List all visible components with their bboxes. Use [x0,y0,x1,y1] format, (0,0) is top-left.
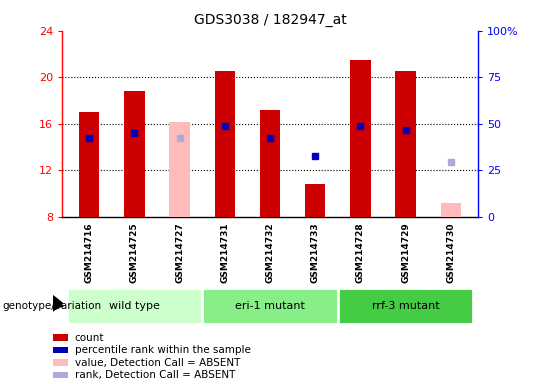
Bar [53,372,68,378]
Text: GSM214728: GSM214728 [356,222,365,283]
Text: value, Detection Call = ABSENT: value, Detection Call = ABSENT [75,358,240,368]
Text: GSM214725: GSM214725 [130,222,139,283]
Bar [338,288,474,324]
Text: wild type: wild type [109,301,160,311]
Text: GDS3038 / 182947_at: GDS3038 / 182947_at [194,13,346,27]
Text: GSM214729: GSM214729 [401,222,410,283]
Bar [53,334,68,341]
Bar [350,60,370,217]
Text: count: count [75,333,104,343]
Bar [79,112,99,217]
Bar [53,359,68,366]
Bar [53,347,68,353]
Text: genotype/variation: genotype/variation [3,301,102,311]
Bar [124,91,145,217]
Text: percentile rank within the sample: percentile rank within the sample [75,345,251,355]
Text: GSM214733: GSM214733 [310,222,320,283]
Bar [260,110,280,217]
Text: rrf-3 mutant: rrf-3 mutant [372,301,440,311]
Text: GSM214732: GSM214732 [266,222,274,283]
Text: rank, Detection Call = ABSENT: rank, Detection Call = ABSENT [75,370,235,380]
Bar [305,184,326,217]
Text: GSM214731: GSM214731 [220,222,230,283]
Text: eri-1 mutant: eri-1 mutant [235,301,305,311]
Polygon shape [53,296,63,311]
Bar [202,288,338,324]
Text: GSM214716: GSM214716 [85,222,94,283]
Text: GSM214727: GSM214727 [175,222,184,283]
Text: GSM214730: GSM214730 [446,222,455,283]
Bar [66,288,202,324]
Bar [214,71,235,217]
Bar [170,121,190,217]
Bar [441,203,461,217]
Bar [395,71,416,217]
